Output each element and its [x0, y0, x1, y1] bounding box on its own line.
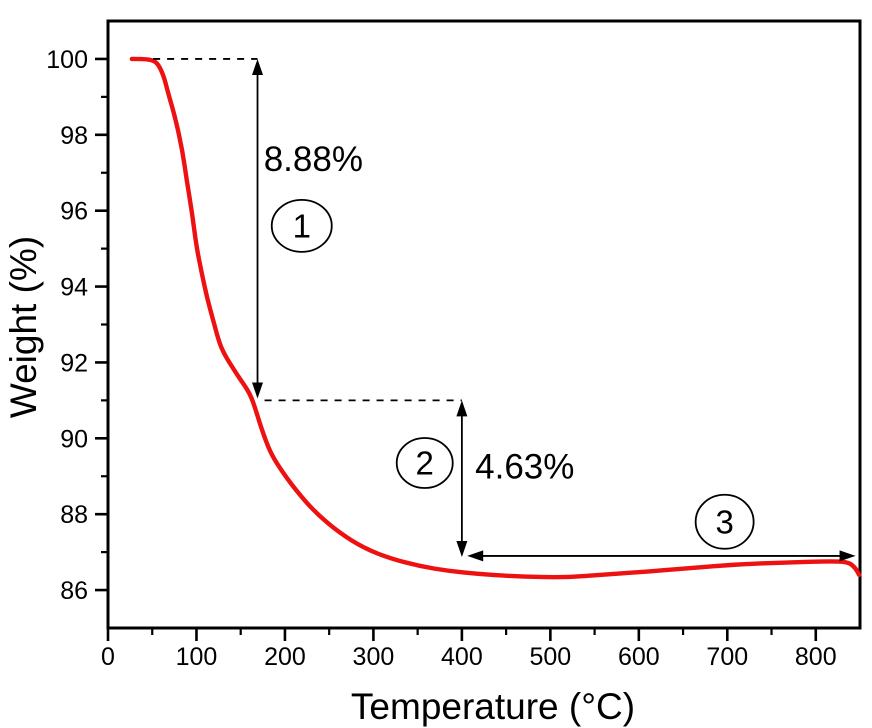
- step1-marker-number: 1: [293, 207, 311, 244]
- x-tick-label: 0: [101, 643, 115, 671]
- x-tick-label: 500: [529, 643, 571, 671]
- step1-loss-label: 8.88%: [264, 140, 363, 179]
- y-tick-label: 94: [60, 274, 88, 302]
- tga-curve: [129, 56, 862, 580]
- x-tick-label: 400: [441, 643, 483, 671]
- y-tick-label: 92: [60, 349, 88, 377]
- x-tick-label: 700: [706, 643, 748, 671]
- x-tick-label: 800: [795, 643, 837, 671]
- x-tick-label: 600: [618, 643, 660, 671]
- x-tick-label: 100: [176, 643, 218, 671]
- y-tick-label: 86: [60, 577, 88, 605]
- y-tick-label: 88: [60, 501, 88, 529]
- step3-marker-circle: [694, 493, 755, 550]
- step1-arrowhead-down: [252, 382, 264, 399]
- step3-marker-number: 3: [715, 503, 733, 540]
- step2-marker-circle: [395, 437, 454, 489]
- y-tick-label: 90: [60, 425, 88, 453]
- step1-arrowhead-up: [252, 58, 264, 75]
- x-tick-label: 300: [353, 643, 395, 671]
- y-axis-title: Weight (%): [3, 236, 44, 418]
- step2-arrowhead-down: [456, 541, 468, 558]
- y-tick-label: 96: [60, 198, 88, 226]
- y-tick-label: 98: [60, 122, 88, 150]
- step2-arrowhead-up: [456, 400, 468, 417]
- step2-marker-number: 2: [416, 444, 434, 481]
- x-axis-title: Temperature (°C): [351, 686, 635, 727]
- step3-arrowhead-right: [839, 550, 856, 562]
- x-tick-label: 200: [264, 643, 306, 671]
- y-tick-label: 100: [46, 46, 88, 74]
- step2-loss-label: 4.63%: [475, 447, 574, 486]
- step3-arrowhead-left: [467, 550, 484, 562]
- step1-marker-circle: [270, 198, 333, 253]
- plot-frame: [106, 19, 862, 630]
